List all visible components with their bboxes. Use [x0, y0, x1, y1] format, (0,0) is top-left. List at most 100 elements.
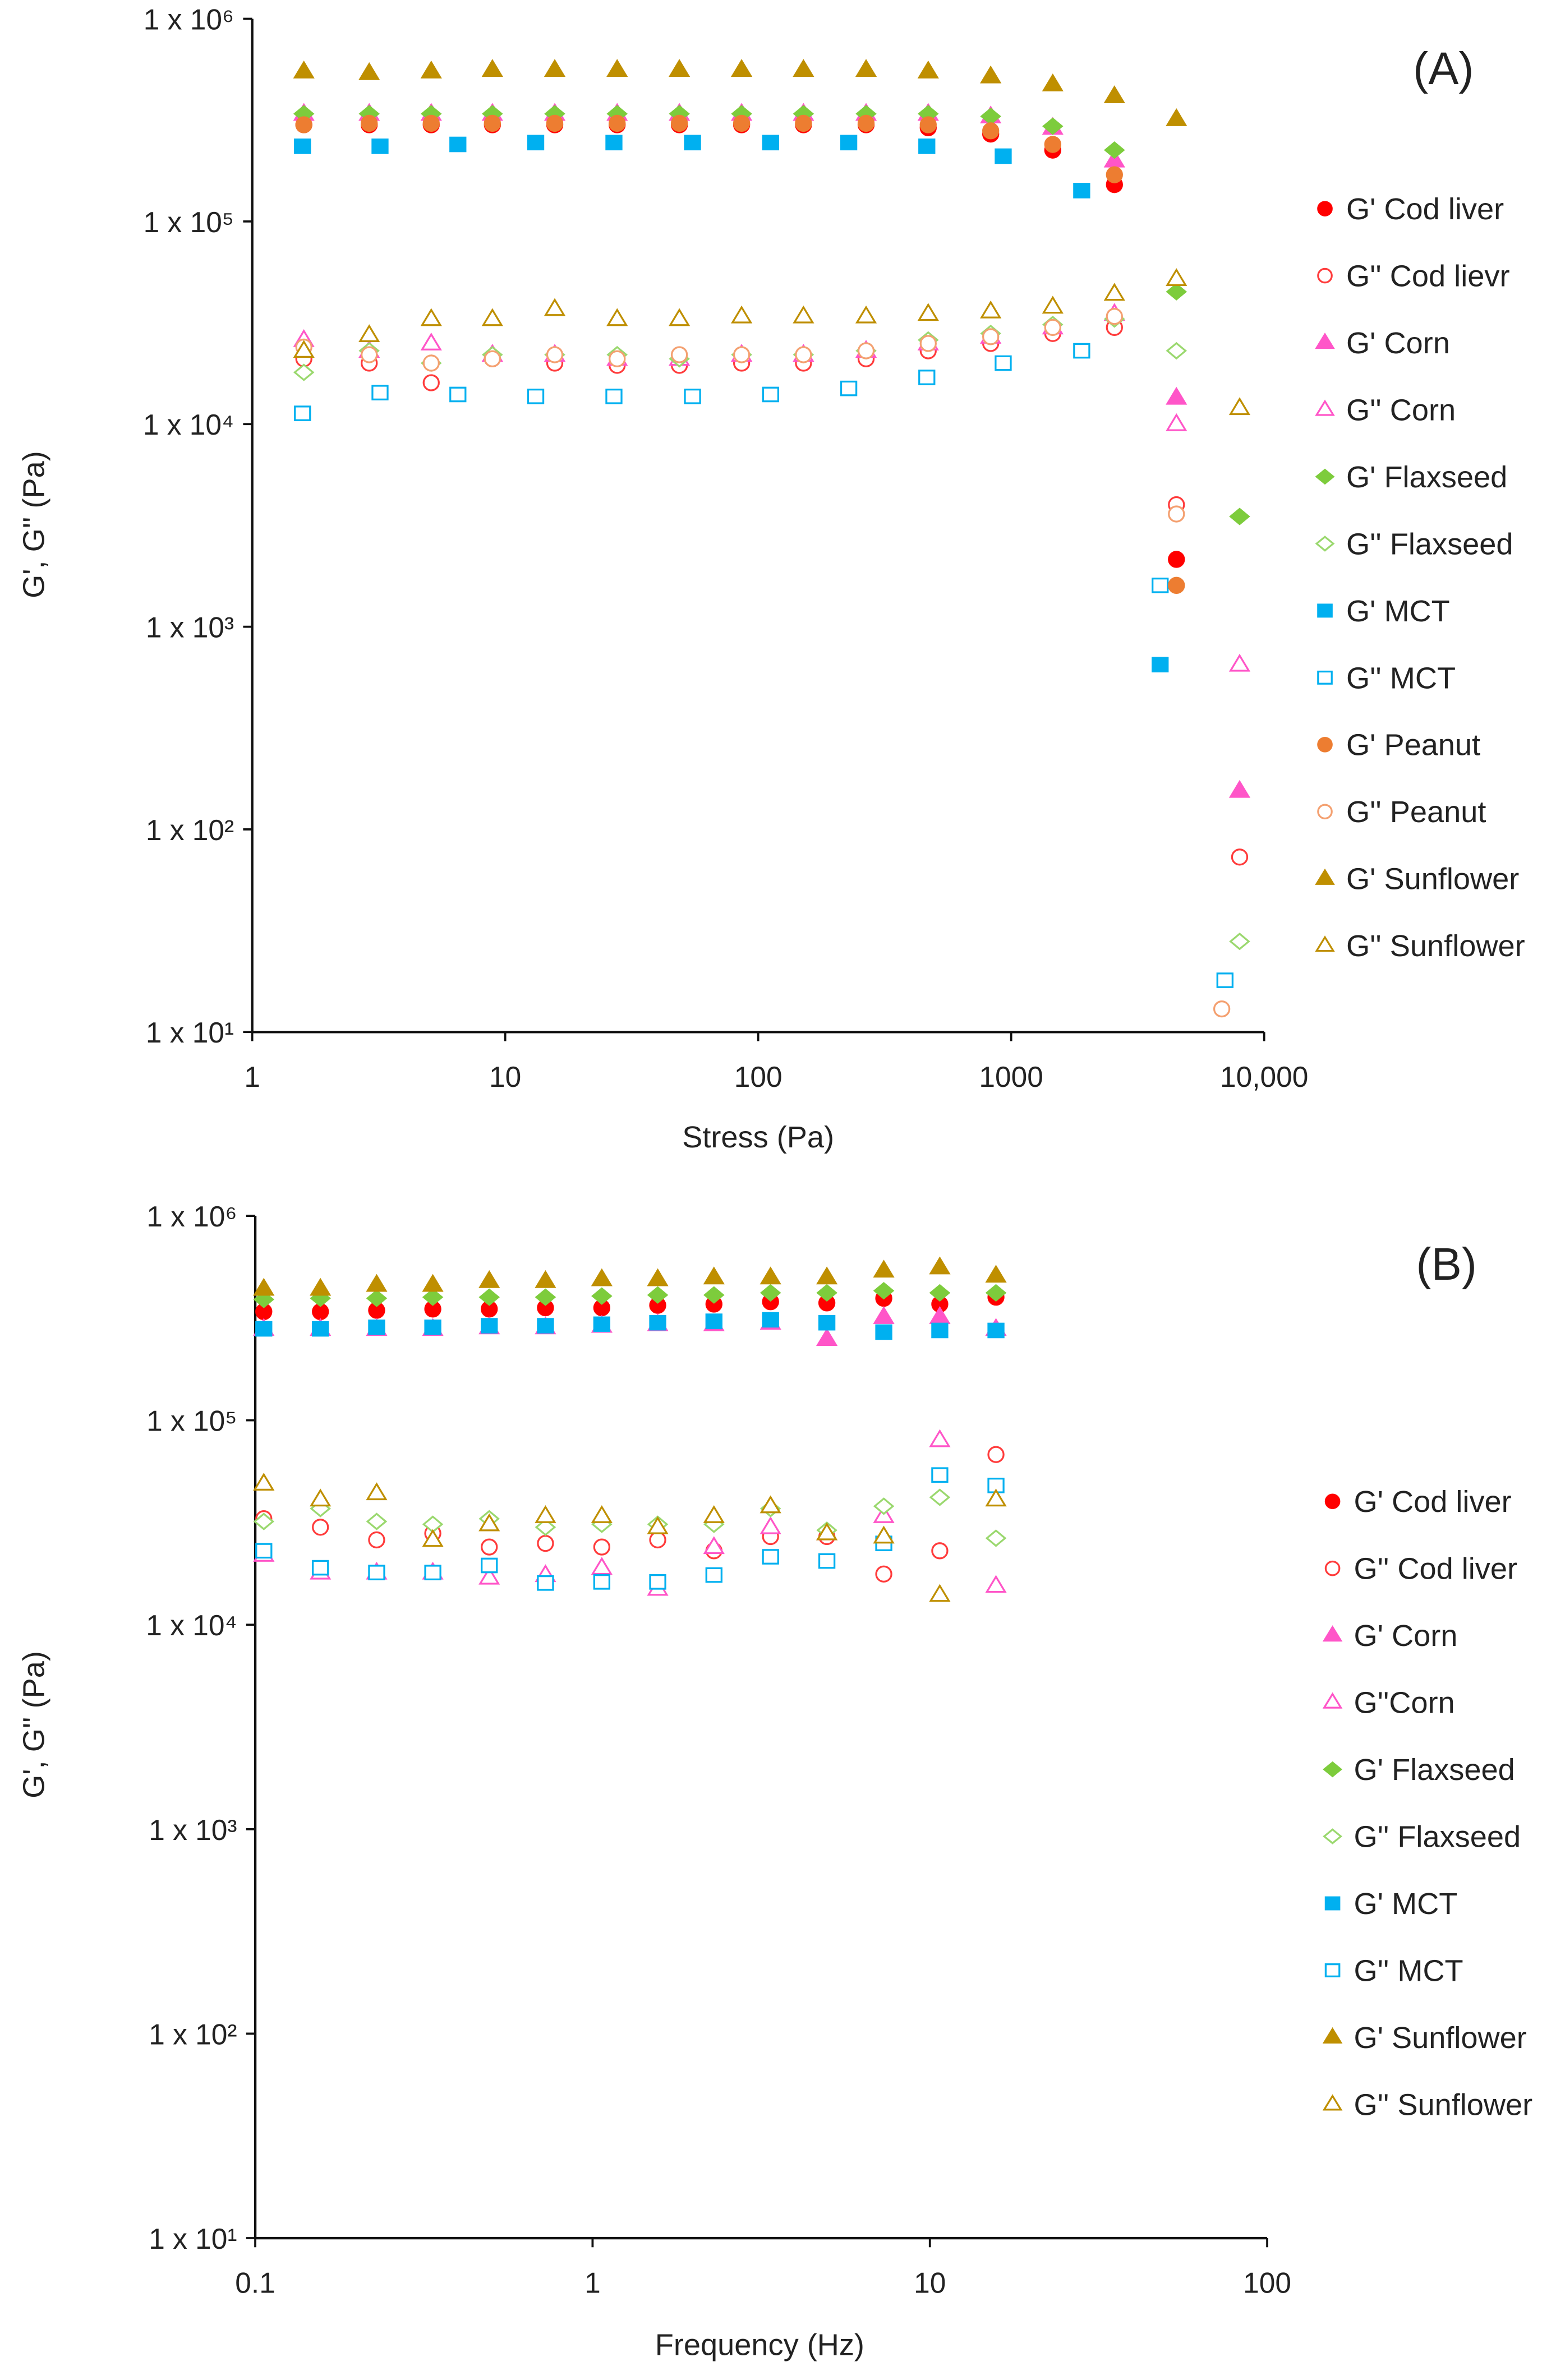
- data-point: [840, 380, 858, 396]
- data-point: [818, 1314, 836, 1331]
- data-point: [420, 60, 442, 79]
- x-tick-label: 1000: [979, 1060, 1043, 1093]
- data-point: [546, 114, 564, 132]
- legend-marker: [1323, 1828, 1343, 1844]
- data-point: [537, 1318, 554, 1334]
- data-point: [1166, 283, 1187, 301]
- data-point: [1228, 780, 1251, 798]
- data-point: [929, 1429, 951, 1447]
- data-point: [1216, 972, 1233, 988]
- data-point: [980, 65, 1002, 84]
- data-point: [873, 1306, 895, 1324]
- data-point: [919, 335, 937, 352]
- data-point: [982, 122, 1000, 140]
- data-point: [918, 139, 936, 154]
- data-point: [593, 1574, 611, 1590]
- data-point: [1166, 342, 1187, 360]
- data-point: [669, 308, 691, 326]
- series-g-sunflower: [293, 59, 1187, 126]
- data-point: [793, 305, 814, 324]
- series-g-sunflower: [253, 1256, 1007, 1296]
- data-point: [795, 114, 812, 132]
- legend-label: G'' MCT: [1354, 1954, 1463, 1987]
- data-point: [647, 1516, 669, 1534]
- data-point: [1213, 1000, 1231, 1018]
- series-g-cod-liver: [255, 1288, 1005, 1321]
- data-point: [1044, 136, 1061, 153]
- data-point: [816, 1328, 838, 1346]
- data-point: [730, 305, 753, 324]
- y-tick-label: 1 x 10³: [146, 611, 234, 644]
- data-point: [368, 1319, 385, 1335]
- data-point: [684, 135, 701, 151]
- data-point: [730, 59, 753, 77]
- data-point: [703, 1505, 725, 1523]
- data-point: [760, 1284, 781, 1302]
- data-point: [478, 1566, 500, 1585]
- data-point: [647, 1268, 669, 1286]
- panel-label-a: (A): [1413, 43, 1474, 94]
- x-tick-label: 100: [1243, 2267, 1291, 2299]
- data-point: [609, 114, 626, 132]
- data-point: [449, 136, 467, 153]
- legend-label: G' Corn: [1354, 1619, 1457, 1653]
- series-g-mct: [294, 135, 1169, 673]
- data-point: [985, 1575, 1007, 1593]
- legend-marker: [1317, 804, 1333, 820]
- data-point: [1152, 657, 1169, 673]
- data-point: [855, 305, 877, 324]
- data-point: [312, 1321, 329, 1337]
- data-point: [606, 308, 628, 326]
- y-tick-label: 1 x 10⁵: [144, 206, 234, 238]
- data-point: [368, 1531, 385, 1549]
- data-point: [358, 324, 380, 342]
- data-point: [371, 139, 389, 154]
- x-tick-label: 10: [914, 2267, 946, 2299]
- legend-label: G'' MCT: [1346, 661, 1456, 695]
- data-point: [606, 59, 628, 77]
- data-point: [980, 300, 1002, 319]
- data-point: [371, 385, 389, 400]
- series-g-sunflower: [253, 1473, 1007, 1602]
- data-point: [995, 355, 1012, 371]
- data-point: [537, 1575, 554, 1591]
- data-point: [703, 1286, 725, 1304]
- data-point: [1042, 73, 1064, 91]
- data-point: [535, 1270, 556, 1288]
- series-g-corn: [293, 103, 1251, 798]
- legend-label: G''Corn: [1354, 1686, 1454, 1720]
- data-point: [985, 1284, 1007, 1302]
- legend-marker: [1317, 201, 1333, 216]
- data-point: [593, 1316, 611, 1332]
- data-point: [1229, 508, 1250, 525]
- data-point: [310, 1488, 332, 1507]
- data-point: [987, 1446, 1005, 1463]
- chart-b-frequency-sweep: (B) Frequency (Hz) G', G'' (Pa) 1 x 10⁶ 1…: [17, 1200, 1533, 2362]
- data-point: [762, 1312, 779, 1328]
- y-tick-label: 1 x 10⁶: [146, 1200, 237, 1233]
- series-g-flaxseed: [293, 105, 1250, 525]
- data-point: [591, 1505, 613, 1523]
- data-point: [705, 1313, 722, 1329]
- data-point: [420, 308, 442, 326]
- data-point: [478, 1288, 500, 1306]
- data-point: [253, 1512, 275, 1530]
- data-point: [816, 1266, 838, 1285]
- data-point: [929, 1306, 951, 1324]
- legend-marker: [1324, 1493, 1341, 1510]
- data-point: [535, 1518, 556, 1536]
- legend-label: G' Flaxseed: [1354, 1753, 1515, 1787]
- data-point: [527, 389, 545, 404]
- data-point: [917, 303, 939, 321]
- data-point: [422, 1274, 444, 1292]
- data-point: [1231, 848, 1249, 866]
- y-tick-label: 1 x 10⁴: [146, 1609, 237, 1641]
- x-tick-label: 1: [244, 1060, 260, 1093]
- data-point: [931, 1467, 949, 1483]
- data-point: [929, 1488, 951, 1506]
- y-tick-label: 1 x 10¹: [146, 1016, 234, 1049]
- data-point: [484, 350, 501, 367]
- x-tick-label: 100: [734, 1060, 782, 1093]
- data-point: [995, 148, 1012, 164]
- data-point: [931, 1542, 949, 1560]
